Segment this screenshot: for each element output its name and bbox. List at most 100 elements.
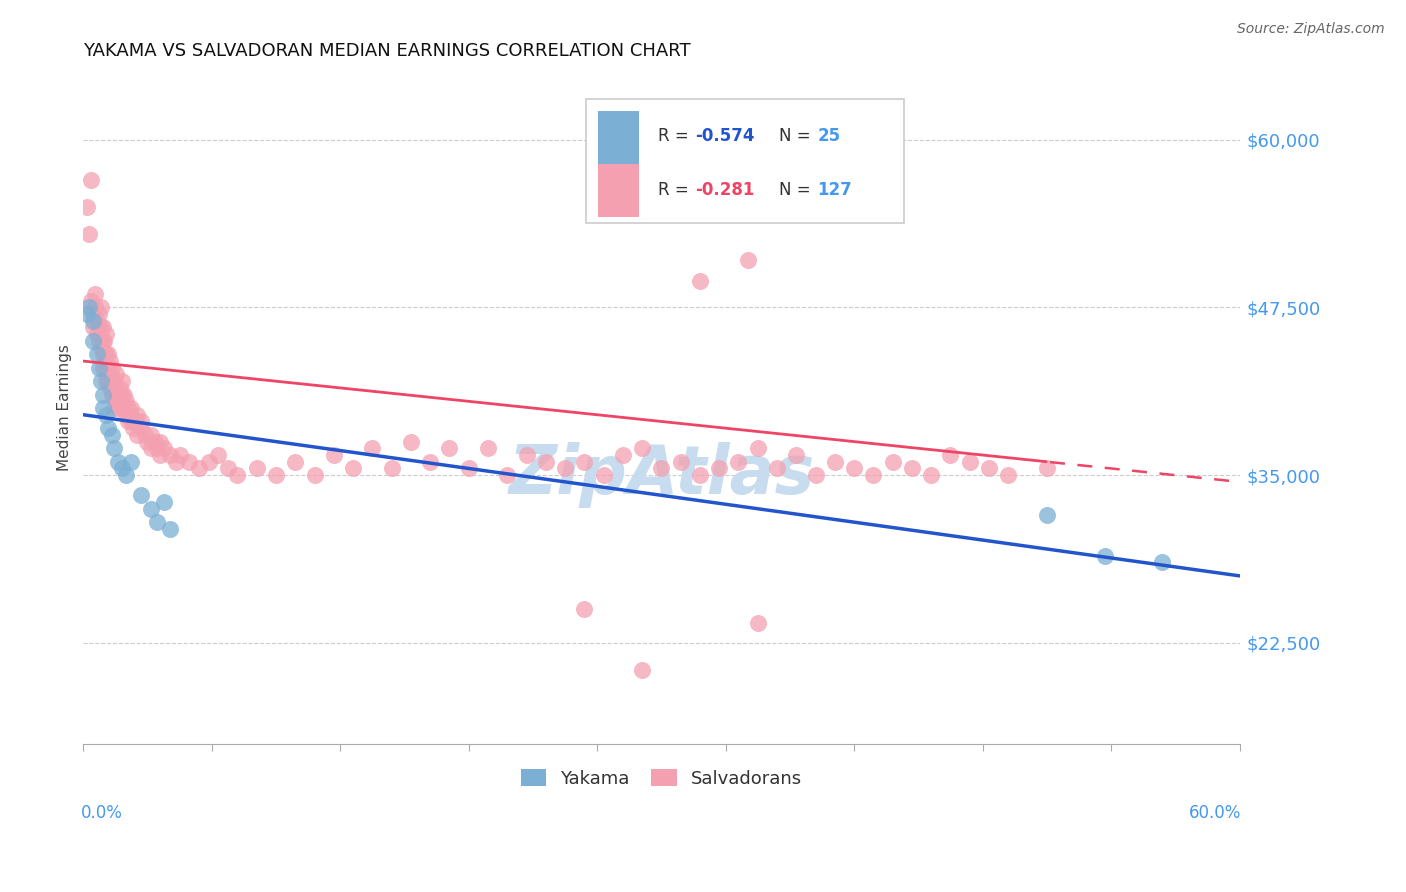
Point: [246, 461, 269, 475]
Point: [96, 347, 118, 361]
Text: 0.0%: 0.0%: [82, 804, 124, 822]
Point: [179, 455, 201, 469]
Point: [96, 374, 118, 388]
Point: [197, 455, 219, 469]
Point: [93, 347, 115, 361]
Point: [669, 455, 692, 469]
Point: [117, 401, 139, 415]
Text: -0.281: -0.281: [695, 181, 754, 199]
Point: [439, 442, 461, 456]
Point: [165, 455, 187, 469]
Point: [101, 387, 124, 401]
Y-axis label: Median Earnings: Median Earnings: [58, 344, 72, 472]
Point: [103, 442, 125, 456]
Point: [108, 381, 131, 395]
Text: R =: R =: [658, 128, 695, 145]
Text: Source: ZipAtlas.com: Source: ZipAtlas.com: [1237, 22, 1385, 37]
Point: [103, 374, 125, 388]
Point: [76, 200, 98, 214]
Point: [91, 387, 114, 401]
Point: [80, 293, 103, 308]
Point: [121, 455, 143, 469]
Point: [105, 394, 128, 409]
Point: [90, 301, 112, 315]
Point: [139, 442, 162, 456]
Point: [91, 360, 114, 375]
Point: [304, 468, 326, 483]
Point: [117, 415, 139, 429]
Point: [159, 448, 181, 462]
Point: [361, 442, 384, 456]
Point: [76, 307, 98, 321]
Point: [824, 455, 846, 469]
Point: [90, 320, 112, 334]
Point: [139, 428, 162, 442]
Point: [97, 360, 120, 375]
Point: [91, 334, 114, 348]
Text: 60.0%: 60.0%: [1189, 804, 1241, 822]
Point: [477, 442, 499, 456]
Point: [103, 387, 125, 401]
Point: [101, 428, 124, 442]
Point: [862, 468, 884, 483]
Point: [882, 455, 904, 469]
Point: [121, 401, 143, 415]
Point: [96, 360, 118, 375]
Point: [169, 448, 191, 462]
Point: [129, 421, 152, 435]
Point: [187, 461, 209, 475]
Point: [737, 253, 759, 268]
Point: [149, 448, 172, 462]
Point: [143, 434, 166, 449]
Point: [135, 434, 157, 449]
Point: [93, 360, 115, 375]
Point: [105, 368, 128, 382]
Point: [766, 461, 789, 475]
Point: [98, 381, 121, 395]
Point: [129, 488, 152, 502]
Point: [82, 314, 104, 328]
Point: [121, 415, 143, 429]
Point: [91, 347, 114, 361]
Point: [650, 461, 672, 475]
Point: [93, 334, 115, 348]
Text: YAKAMA VS SALVADORAN MEDIAN EARNINGS CORRELATION CHART: YAKAMA VS SALVADORAN MEDIAN EARNINGS COR…: [83, 42, 690, 60]
Point: [997, 468, 1019, 483]
Point: [1036, 461, 1059, 475]
FancyBboxPatch shape: [586, 99, 904, 224]
Point: [153, 442, 176, 456]
FancyBboxPatch shape: [598, 164, 640, 217]
Point: [785, 448, 807, 462]
Point: [574, 455, 596, 469]
Point: [959, 455, 981, 469]
Point: [91, 320, 114, 334]
Point: [515, 448, 537, 462]
Point: [114, 394, 136, 409]
Point: [111, 374, 134, 388]
Text: N =: N =: [779, 128, 817, 145]
Point: [939, 448, 962, 462]
Point: [124, 415, 146, 429]
Point: [592, 468, 614, 483]
Point: [86, 314, 108, 328]
Point: [842, 461, 865, 475]
Point: [114, 468, 136, 483]
FancyBboxPatch shape: [598, 112, 640, 164]
Point: [96, 327, 118, 342]
Point: [1094, 549, 1116, 563]
Text: 127: 127: [817, 181, 852, 199]
Point: [134, 428, 156, 442]
Point: [114, 408, 136, 422]
Point: [496, 468, 519, 483]
Point: [747, 442, 769, 456]
Point: [98, 354, 121, 368]
Point: [82, 320, 104, 334]
Point: [419, 455, 441, 469]
Point: [1036, 508, 1059, 523]
Point: [322, 448, 344, 462]
Point: [101, 374, 124, 388]
Point: [804, 468, 827, 483]
Point: [159, 522, 181, 536]
Point: [103, 401, 125, 415]
Point: [217, 461, 239, 475]
